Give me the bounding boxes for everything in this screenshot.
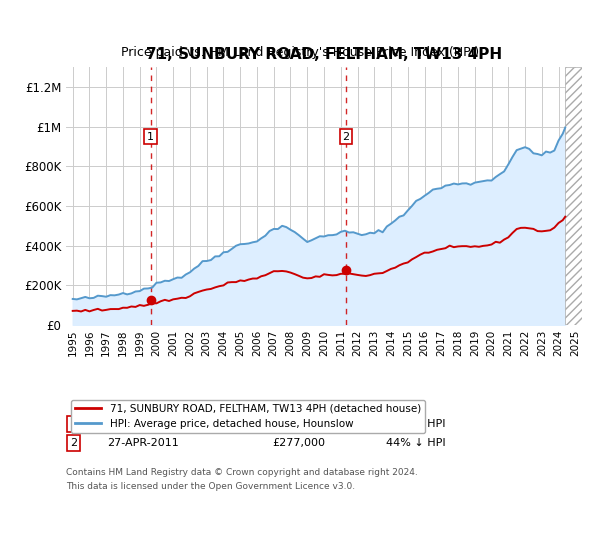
- Text: £126,500: £126,500: [272, 419, 325, 429]
- Text: 26-AUG-1999: 26-AUG-1999: [107, 419, 182, 429]
- Text: 1: 1: [70, 419, 77, 429]
- Text: This data is licensed under the Open Government Licence v3.0.: This data is licensed under the Open Gov…: [66, 482, 355, 491]
- Text: 2: 2: [343, 132, 350, 142]
- Legend: 71, SUNBURY ROAD, FELTHAM, TW13 4PH (detached house), HPI: Average price, detach: 71, SUNBURY ROAD, FELTHAM, TW13 4PH (det…: [71, 400, 425, 433]
- Text: 2: 2: [70, 438, 77, 449]
- Text: £277,000: £277,000: [272, 438, 325, 449]
- Title: 71, SUNBURY ROAD, FELTHAM, TW13 4PH: 71, SUNBURY ROAD, FELTHAM, TW13 4PH: [146, 47, 502, 62]
- Text: 44% ↓ HPI: 44% ↓ HPI: [386, 438, 446, 449]
- Text: 1: 1: [147, 132, 154, 142]
- Text: Contains HM Land Registry data © Crown copyright and database right 2024.: Contains HM Land Registry data © Crown c…: [66, 468, 418, 477]
- Text: Price paid vs. HM Land Registry's House Price Index (HPI): Price paid vs. HM Land Registry's House …: [121, 46, 479, 59]
- Text: 27-APR-2011: 27-APR-2011: [107, 438, 179, 449]
- Text: 46% ↓ HPI: 46% ↓ HPI: [386, 419, 445, 429]
